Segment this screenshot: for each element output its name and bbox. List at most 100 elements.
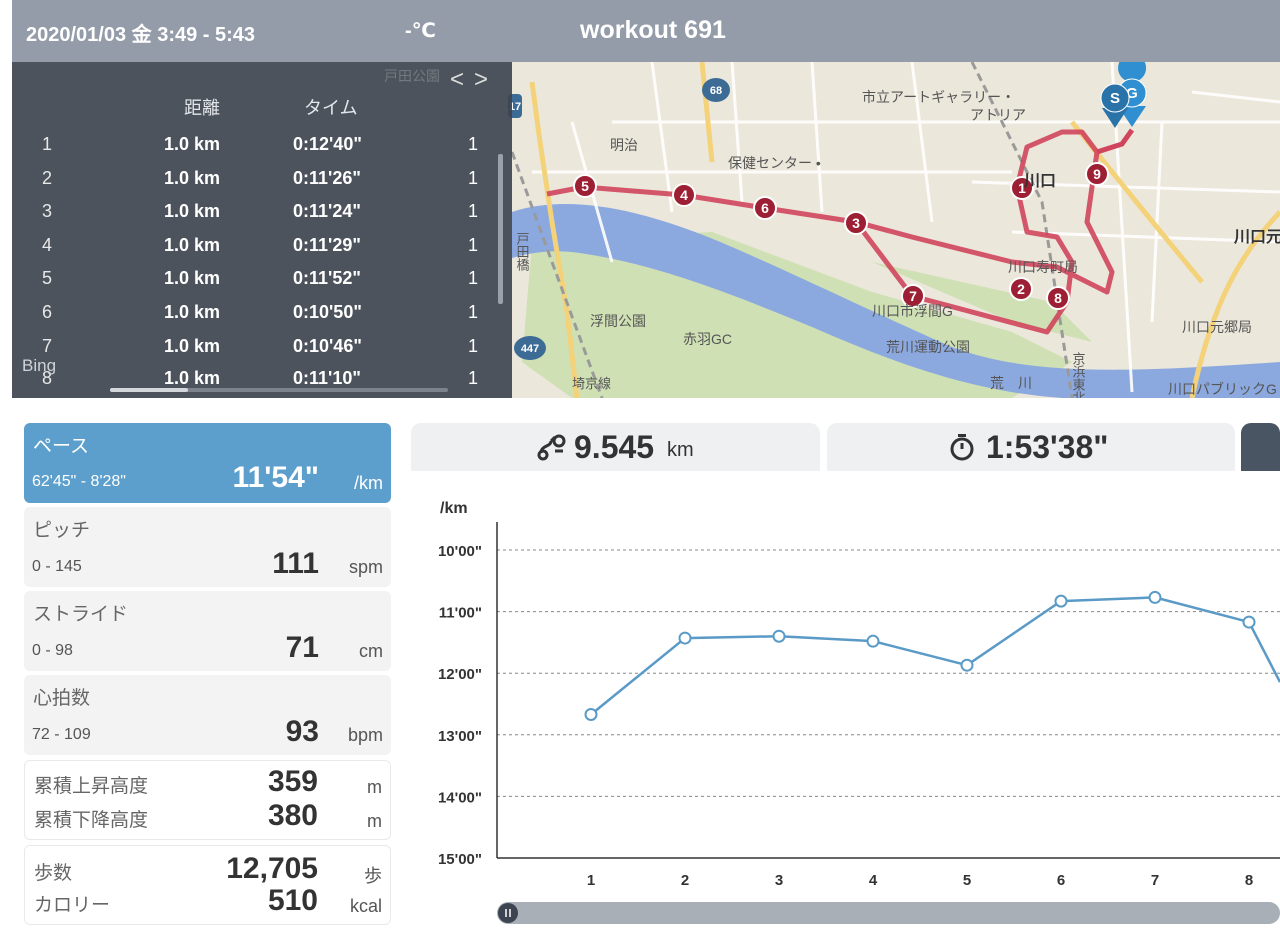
stat-heart-unit: bpm — [347, 725, 383, 745]
svg-text:2: 2 — [1017, 281, 1025, 297]
split-row[interactable]: 6 1.0 km 0:10'50" 1 — [42, 302, 479, 322]
km-marker-7: 7 — [901, 284, 925, 308]
prev-arrow-icon[interactable]: < — [449, 66, 474, 93]
stat-elevation-down: 累積下降高度 380 m — [25, 799, 390, 833]
workout-header: 2020/01/03 金 3:49 - 5:43 -℃ workout 691 — [12, 0, 1280, 62]
x-tick-label: 5 — [963, 872, 971, 889]
stat-heart-value: 93 — [285, 715, 319, 748]
svg-text:川口市浮間G: 川口市浮間G — [872, 303, 953, 319]
data-point[interactable] — [584, 707, 598, 721]
split-row[interactable]: 2 1.0 km 0:11'26" 1 — [42, 168, 479, 188]
svg-text:川口寿町局: 川口寿町局 — [1008, 259, 1078, 275]
splits-horizontal-scroll-thumb[interactable] — [110, 388, 188, 392]
stat-stride-value: 71 — [285, 631, 319, 664]
col-time-header: タイム — [304, 98, 358, 118]
data-point[interactable] — [960, 658, 974, 672]
tab-distance[interactable]: 9.545 km — [411, 423, 820, 471]
data-point[interactable] — [1054, 594, 1068, 608]
split-row[interactable]: 8 1.0 km 0:11'10" 1 — [42, 368, 479, 384]
split-row[interactable]: 3 1.0 km 0:11'24" 1 — [42, 201, 479, 221]
svg-text:447: 447 — [521, 343, 539, 355]
data-point[interactable] — [772, 629, 786, 643]
temperature: -℃ — [405, 20, 436, 42]
svg-text:3: 3 — [852, 215, 860, 231]
stat-pace[interactable]: ペース 62'45" - 8'28" 11'54" /km — [24, 423, 391, 503]
stat-stride-label: ストライド — [33, 604, 129, 625]
col-distance-header: 距離 — [184, 98, 220, 118]
km-marker-8: 8 — [1046, 286, 1070, 310]
stat-pace-value: 11'54" — [232, 461, 319, 494]
elev-down-unit: m — [367, 811, 382, 831]
stat-pitch-label: ピッチ — [33, 520, 91, 541]
svg-text:川口元: 川口元 — [1233, 229, 1280, 246]
km-marker-2: 2 — [1009, 277, 1033, 301]
calories-value: 510 — [267, 884, 318, 917]
stat-heart-label: 心拍数 — [33, 688, 91, 709]
data-point[interactable] — [678, 631, 692, 645]
km-marker-9: 9 — [1085, 162, 1109, 186]
workout-date: 2020/01/03 金 3:49 - 5:43 — [26, 24, 256, 46]
split-row[interactable]: 5 1.0 km 0:11'52" 1 — [42, 268, 479, 288]
km-marker-4: 4 — [672, 183, 696, 207]
pace-series-line — [590, 596, 1280, 716]
svg-text:7: 7 — [909, 288, 917, 304]
tab-duration[interactable]: 1:53'38" — [827, 423, 1235, 471]
svg-text:5: 5 — [581, 178, 589, 194]
elev-down-label: 累積下降高度 — [34, 810, 149, 831]
splits-nav: <> — [450, 66, 498, 94]
svg-text:川口: 川口 — [1023, 173, 1056, 190]
data-point[interactable] — [1148, 590, 1162, 604]
data-point[interactable] — [1242, 615, 1256, 629]
stat-steps: 歩数 12,705 歩 — [25, 850, 390, 886]
splits-vertical-scrollbar[interactable] — [498, 154, 503, 304]
km-marker-5: 5 — [573, 174, 597, 198]
svg-text:浮間公園: 浮間公園 — [590, 313, 646, 329]
elev-up-label: 累積上昇高度 — [34, 776, 149, 797]
km-marker-6: 6 — [753, 196, 777, 220]
stat-pitch-unit: spm — [348, 557, 383, 577]
x-tick-label: 8 — [1245, 872, 1253, 889]
calories-unit: kcal — [349, 896, 382, 916]
svg-text:G: G — [1126, 85, 1138, 102]
slider-grip-icon — [505, 909, 511, 917]
slider-handle[interactable] — [498, 903, 518, 923]
y-tick-label: 12'00" — [438, 666, 482, 683]
next-arrow-icon[interactable]: > — [473, 66, 498, 93]
chart-range-slider[interactable] — [497, 902, 1280, 924]
svg-text:S: S — [1110, 90, 1120, 107]
data-point[interactable] — [866, 634, 880, 648]
x-tick-label: 6 — [1057, 872, 1065, 889]
x-tick-label: 1 — [587, 872, 595, 889]
splits-horizontal-scrollbar[interactable] — [110, 388, 448, 392]
map-ghost-label: 戸田公園 — [384, 68, 440, 84]
x-tick-label: 7 — [1151, 872, 1159, 889]
svg-text:戸田橋: 戸田橋 — [515, 232, 530, 272]
bing-logo: Bing — [22, 356, 57, 375]
y-tick-label: 15'00" — [438, 851, 482, 868]
y-tick-label: 13'00" — [438, 728, 482, 745]
x-tick-label: 2 — [681, 872, 689, 889]
tab-more[interactable] — [1241, 423, 1280, 471]
svg-text:68: 68 — [710, 85, 722, 97]
elev-down-value: 380 — [267, 799, 318, 832]
svg-text:1: 1 — [1018, 180, 1026, 196]
stat-pitch[interactable]: ピッチ 0 - 145 111 spm — [24, 507, 391, 587]
y-tick-label: 14'00" — [438, 789, 482, 806]
svg-text:荒川運動公園: 荒川運動公園 — [886, 339, 970, 355]
split-row[interactable]: 7 1.0 km 0:10'46" 1 — [42, 336, 479, 356]
stat-calories: カロリー 510 kcal — [25, 884, 390, 918]
km-marker-3: 3 — [844, 211, 868, 235]
elev-up-unit: m — [367, 777, 382, 797]
route-icon — [537, 434, 566, 461]
chart-y-label: /km — [440, 500, 468, 517]
stat-stride[interactable]: ストライド 0 - 98 71 cm — [24, 591, 391, 671]
svg-text:荒 川: 荒 川 — [990, 375, 1032, 391]
stat-pace-unit: /km — [354, 473, 383, 493]
calories-label: カロリー — [34, 895, 111, 916]
svg-text:京浜東北線: 京浜東北線 — [1071, 352, 1086, 398]
stat-pitch-value: 111 — [272, 547, 319, 580]
split-row[interactable]: 1 1.0 km 0:12'40" 1 — [42, 134, 479, 154]
split-row[interactable]: 4 1.0 km 0:11'29" 1 — [42, 235, 479, 255]
stat-heart-rate[interactable]: 心拍数 72 - 109 93 bpm — [24, 675, 391, 755]
stat-pitch-range: 0 - 145 — [32, 558, 82, 575]
